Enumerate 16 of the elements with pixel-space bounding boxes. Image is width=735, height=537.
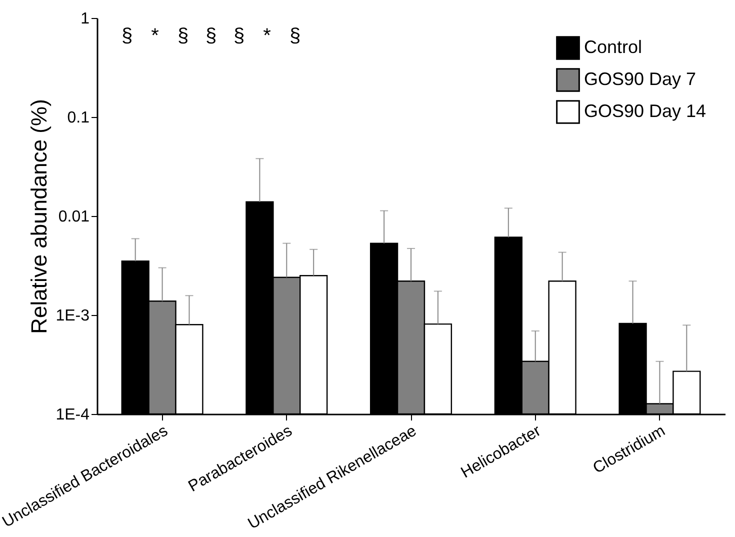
y-axis-title: Relative abundance (%) — [26, 99, 52, 334]
annotation: § — [233, 25, 245, 47]
legend-label: GOS90 Day 14 — [584, 101, 706, 121]
annotation: * — [151, 25, 160, 47]
y-tick-label: 0.1 — [67, 110, 90, 126]
y-tick-label: 1E-4 — [56, 406, 90, 424]
annotation: * — [263, 25, 272, 47]
annotation: § — [205, 25, 217, 47]
y-tick-label: 1 — [80, 10, 90, 28]
legend-label: Control — [584, 37, 642, 57]
y-tick-label: 0.01 — [58, 208, 90, 226]
annotation: § — [177, 25, 189, 47]
legend-label: GOS90 Day 7 — [584, 69, 696, 89]
annotation: § — [121, 25, 133, 47]
annotation: § — [289, 25, 301, 47]
y-tick-label: 1E-3 — [56, 308, 90, 324]
